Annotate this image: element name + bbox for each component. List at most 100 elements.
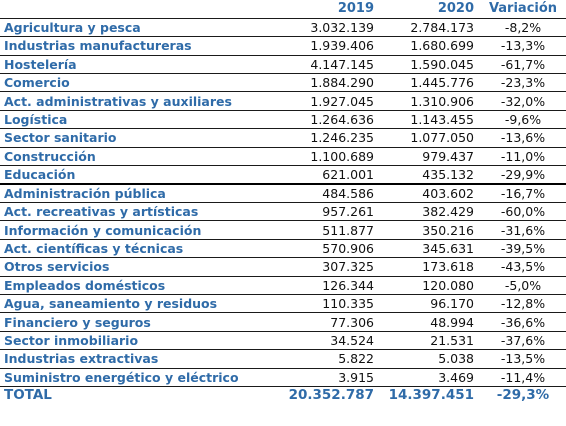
value-change: -5,0% [480, 276, 566, 295]
value-change: -43,5% [480, 257, 566, 277]
table-row: Act. recreativas y artísticas 957.261 38… [0, 202, 566, 222]
table-row: Sector inmobiliario 34.524 21.531 -37,6% [0, 331, 566, 351]
value-change: -36,6% [480, 312, 566, 332]
value-change: -29,9% [480, 165, 566, 185]
value-2020: 1.445.776 [380, 73, 480, 93]
sector-name: Sector inmobiliario [0, 331, 280, 351]
sector-name: Industrias extractivas [0, 349, 280, 369]
header-2019: 2019 [280, 0, 380, 19]
sector-name: Sector sanitario [0, 128, 280, 148]
value-2020: 350.216 [380, 220, 480, 240]
table-row: Otros servicios 307.325 173.618 -43,5% [0, 257, 566, 277]
sector-name: Otros servicios [0, 257, 280, 277]
total-change: -29,3% [496, 387, 550, 404]
sector-name: Industrias manufactureras [0, 36, 280, 56]
sector-name: Educación [0, 165, 280, 185]
sector-name: Act. recreativas y artísticas [0, 202, 280, 222]
value-change: -8,2% [480, 18, 566, 38]
value-change: -12,8% [480, 294, 566, 314]
value-change: -37,6% [480, 331, 566, 351]
value-2019: 1.264.636 [280, 110, 380, 130]
value-2020: 96.170 [380, 294, 480, 314]
sector-name: Suministro energético y eléctrico [0, 368, 280, 387]
table-row: Industrias manufactureras 1.939.406 1.68… [0, 36, 566, 56]
value-2019: 484.586 [280, 184, 380, 204]
value-2019: 511.877 [280, 220, 380, 240]
table-row: Agua, saneamiento y residuos 110.335 96.… [0, 294, 566, 314]
value-change: -16,7% [480, 184, 566, 204]
table-row: Hostelería 4.147.145 1.590.045 -61,7% [0, 55, 566, 75]
table-row: Industrias extractivas 5.822 5.038 -13,5… [0, 349, 566, 369]
value-2020: 3.469 [380, 368, 480, 387]
table-row: Financiero y seguros 77.306 48.994 -36,6… [0, 312, 566, 332]
table-row: Comercio 1.884.290 1.445.776 -23,3% [0, 73, 566, 93]
sector-name: Act. científicas y técnicas [0, 239, 280, 259]
value-2019: 307.325 [280, 257, 380, 277]
value-2019: 4.147.145 [280, 55, 380, 75]
table-row: Suministro energético y eléctrico 3.915 … [0, 368, 566, 387]
value-2020: 1.143.455 [380, 110, 480, 130]
total-label: TOTAL [4, 387, 52, 404]
header-sector [0, 0, 280, 19]
table-row: Información y comunicación 511.877 350.2… [0, 220, 566, 240]
sector-name: Construcción [0, 147, 280, 167]
table-row: Act. administrativas y auxiliares 1.927.… [0, 91, 566, 111]
header-2020: 2020 [380, 0, 480, 19]
header-row: 2019 2020 Variación [0, 0, 566, 19]
table-row: Sector sanitario 1.246.235 1.077.050 -13… [0, 128, 566, 148]
value-2019: 77.306 [280, 312, 380, 332]
value-2020: 5.038 [380, 349, 480, 369]
value-2019: 570.906 [280, 239, 380, 259]
value-2020: 345.631 [380, 239, 480, 259]
value-2020: 21.531 [380, 331, 480, 351]
table-row: Empleados domésticos 126.344 120.080 -5,… [0, 276, 566, 295]
value-2019: 5.822 [280, 349, 380, 369]
value-2019: 957.261 [280, 202, 380, 222]
value-2019: 1.939.406 [280, 36, 380, 56]
value-2020: 979.437 [380, 147, 480, 167]
value-change: -13,3% [480, 36, 566, 56]
value-2019: 1.927.045 [280, 91, 380, 111]
value-2019: 1.246.235 [280, 128, 380, 148]
sector-name: Agricultura y pesca [0, 18, 280, 38]
value-2020: 403.602 [380, 184, 480, 204]
value-2019: 621.001 [280, 165, 380, 185]
value-change: -23,3% [480, 73, 566, 93]
value-2020: 1.077.050 [380, 128, 480, 148]
table-row: Construcción 1.100.689 979.437 -11,0% [0, 147, 566, 167]
value-change: -61,7% [480, 55, 566, 75]
value-2019: 34.524 [280, 331, 380, 351]
value-2020: 1.310.906 [380, 91, 480, 111]
sector-name: Administración pública [0, 184, 280, 204]
table-row: Act. científicas y técnicas 570.906 345.… [0, 239, 566, 259]
value-2020: 1.590.045 [380, 55, 480, 75]
value-2019: 110.335 [280, 294, 380, 314]
value-change: -32,0% [480, 91, 566, 111]
value-change: -13,6% [480, 128, 566, 148]
value-change: -60,0% [480, 202, 566, 222]
value-2019: 3.915 [280, 368, 380, 387]
value-change: -11,0% [480, 147, 566, 167]
header-change: Variación [480, 0, 566, 19]
sector-name: Comercio [0, 73, 280, 93]
value-2019: 126.344 [280, 276, 380, 295]
table-row: Logística 1.264.636 1.143.455 -9,6% [0, 110, 566, 130]
value-2020: 2.784.173 [380, 18, 480, 38]
value-2020: 48.994 [380, 312, 480, 332]
sector-name: Financiero y seguros [0, 312, 280, 332]
sector-name: Información y comunicación [0, 220, 280, 240]
value-change: -31,6% [480, 220, 566, 240]
value-2019: 1.100.689 [280, 147, 380, 167]
value-change: -11,4% [480, 368, 566, 387]
value-2020: 1.680.699 [380, 36, 480, 56]
total-row: TOTAL 20.352.787 14.397.451 -29,3% [0, 386, 566, 404]
table-row: Agricultura y pesca 3.032.139 2.784.173 … [0, 18, 566, 38]
value-2020: 120.080 [380, 276, 480, 295]
sector-name: Logística [0, 110, 280, 130]
value-2020: 435.132 [380, 165, 480, 185]
sector-name: Act. administrativas y auxiliares [0, 91, 280, 111]
value-2020: 173.618 [380, 257, 480, 277]
table-row: Administración pública 484.586 403.602 -… [0, 184, 566, 204]
value-2020: 382.429 [380, 202, 480, 222]
value-change: -13,5% [480, 349, 566, 369]
